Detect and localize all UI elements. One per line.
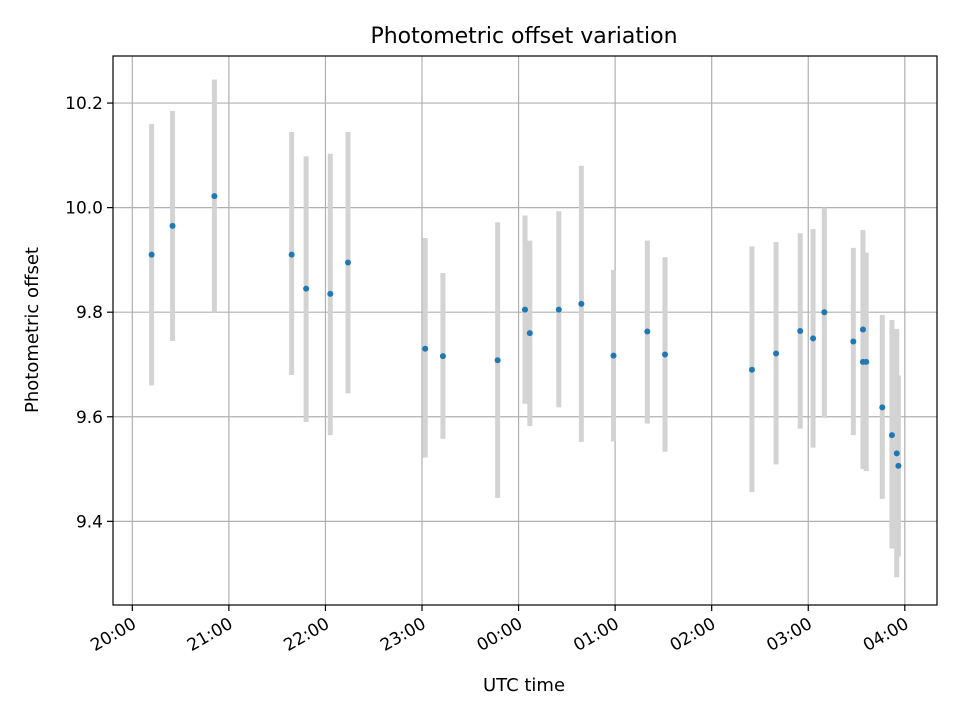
y-tick-label: 10.2 xyxy=(65,94,103,114)
data-point xyxy=(644,328,651,335)
data-point xyxy=(148,251,155,258)
data-point xyxy=(888,432,895,439)
data-point xyxy=(494,357,501,364)
data-point xyxy=(211,193,218,200)
data-point xyxy=(662,351,669,358)
x-axis-label: UTC time xyxy=(483,675,565,696)
data-point xyxy=(526,330,533,337)
data-point xyxy=(850,338,857,345)
data-point xyxy=(422,345,429,352)
y-tick-label: 10.0 xyxy=(65,199,103,219)
data-point xyxy=(327,290,334,297)
data-point xyxy=(863,358,870,365)
data-points xyxy=(148,193,902,469)
data-point xyxy=(169,222,176,229)
y-axis-ticks: 9.4 9.6 9.8 10.0 10.2 xyxy=(65,94,113,532)
data-point xyxy=(288,251,295,258)
data-point xyxy=(879,404,886,411)
data-point xyxy=(893,450,900,457)
data-point xyxy=(555,306,562,313)
data-point xyxy=(773,350,780,357)
data-point xyxy=(522,306,528,313)
data-point xyxy=(578,300,585,307)
y-tick-label: 9.8 xyxy=(76,303,103,323)
data-point xyxy=(748,366,755,373)
data-point xyxy=(439,353,446,360)
plot-frame xyxy=(112,55,938,606)
data-point xyxy=(859,326,866,333)
y-tick-label: 9.4 xyxy=(76,512,103,532)
data-point xyxy=(797,328,804,335)
y-tick-label: 9.6 xyxy=(76,408,103,428)
data-point xyxy=(610,352,617,359)
data-point xyxy=(821,309,828,316)
chart-title: Photometric offset variation xyxy=(370,24,677,49)
data-point xyxy=(895,462,902,469)
data-point xyxy=(810,335,817,342)
data-point xyxy=(303,285,310,292)
y-axis-label: Photometric offset xyxy=(22,247,43,413)
data-point xyxy=(344,259,351,266)
